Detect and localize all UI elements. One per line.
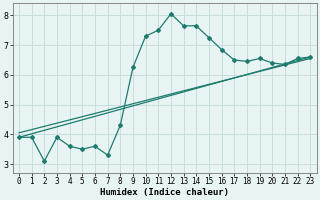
- X-axis label: Humidex (Indice chaleur): Humidex (Indice chaleur): [100, 188, 229, 197]
